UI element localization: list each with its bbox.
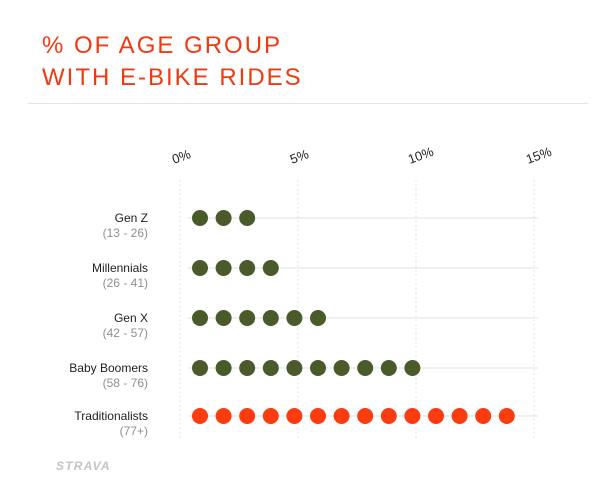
category-name: Gen X [114,311,148,325]
category-range: (13 - 26) [103,226,148,240]
data-dot [215,260,232,276]
data-dot [286,310,303,326]
data-dot [262,360,279,376]
data-dot [310,310,326,326]
data-dot [404,408,421,424]
category-range: (77+) [120,424,148,438]
x-tick-label: 5% [288,146,311,167]
data-dot [404,360,421,376]
data-dot [192,408,208,424]
data-dot [262,310,279,326]
category-range: (42 - 57) [103,326,148,340]
chart-title: % OF AGE GROUP WITH E-BIKE RIDES [42,30,303,94]
data-dot [286,408,303,424]
data-dot [192,260,208,276]
data-dot [475,408,492,424]
data-dot [428,408,444,424]
title-line-1: % OF AGE GROUP [42,32,283,59]
data-dot [215,310,232,326]
data-dot [380,408,397,424]
data-dot [286,360,303,376]
data-dot [310,408,326,424]
data-dot [239,260,256,276]
data-dot [215,210,232,226]
category-name: Traditionalists [74,409,148,423]
data-dot [192,210,208,226]
strava-logo: STRAVA [56,459,111,473]
data-dot [262,408,279,424]
data-dot [333,360,350,376]
category-name: Gen Z [115,211,148,225]
category-range: (58 - 76) [103,376,148,390]
data-dot [498,408,515,424]
category-name: Millennials [92,261,148,275]
data-dot [451,408,468,424]
data-dot [192,310,208,326]
data-dot [239,408,256,424]
data-dot [333,408,350,424]
category-range: (26 - 41) [103,276,148,290]
data-dot [239,360,256,376]
category-name: Baby Boomers [69,361,148,375]
data-dot [262,260,279,276]
data-dot [380,360,397,376]
data-dot [357,408,374,424]
data-dot [192,360,208,376]
data-dot [239,310,256,326]
data-dot [215,360,232,376]
title-divider [28,103,588,104]
data-dot [215,408,232,424]
data-dot [239,210,256,226]
x-tick-label: 10% [406,144,436,167]
x-tick-label: 15% [524,144,554,167]
title-line-2: WITH E-BIKE RIDES [42,64,303,91]
x-tick-label: 0% [170,146,193,167]
data-dot [310,360,326,376]
data-dot [357,360,374,376]
